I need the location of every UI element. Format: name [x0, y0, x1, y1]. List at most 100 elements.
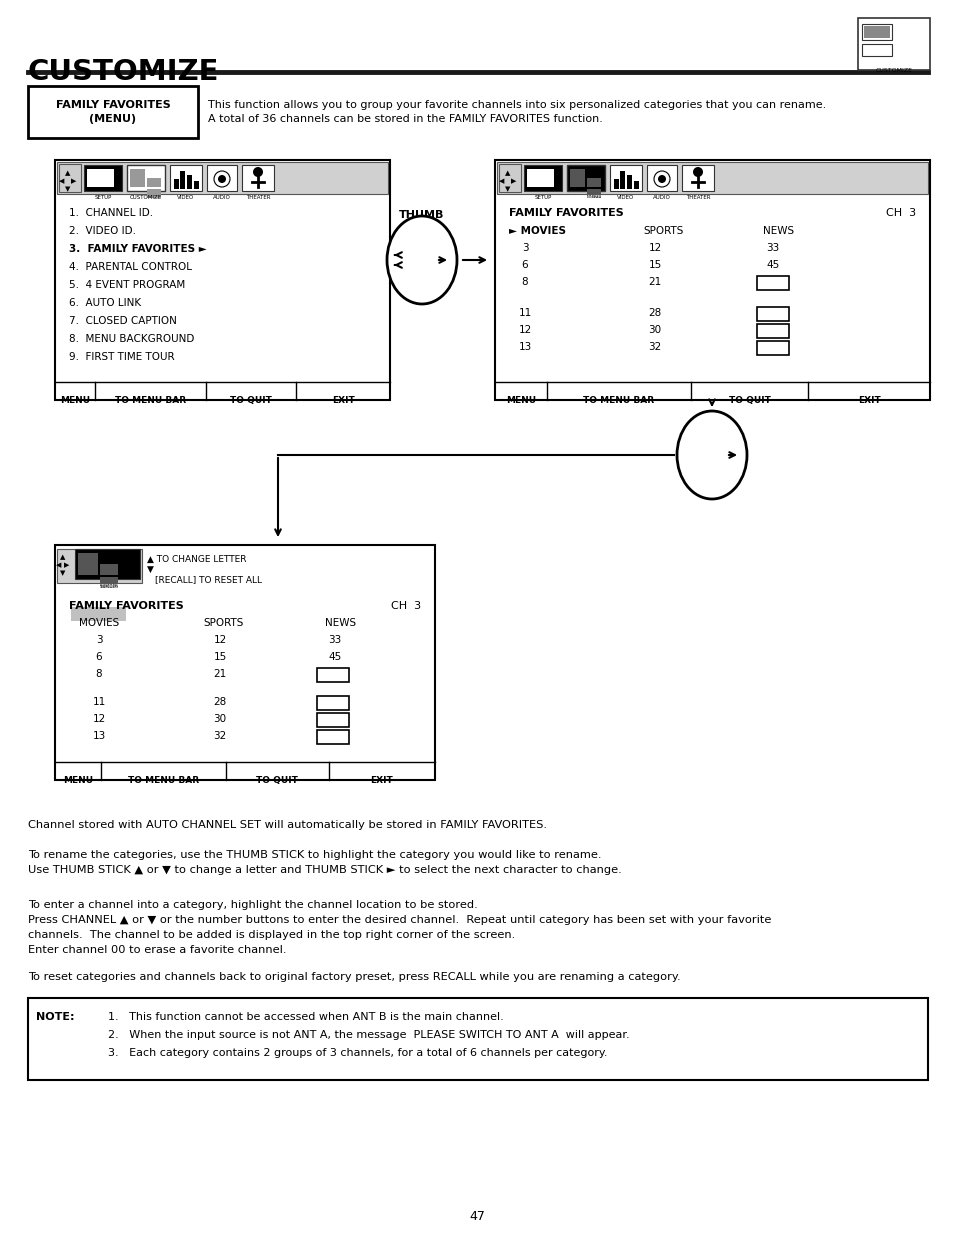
Text: ▼: ▼: [65, 186, 71, 191]
Bar: [55, 545, 435, 781]
Text: ▼: ▼: [505, 186, 510, 191]
Text: [RECALL] TO RESET ALL: [RECALL] TO RESET ALL: [154, 576, 262, 584]
Bar: [147, 178, 161, 186]
Bar: [127, 165, 165, 191]
Text: This function allows you to group your favorite channels into six personalized c: This function allows you to group your f…: [208, 100, 825, 110]
Bar: [498, 164, 520, 191]
Bar: [55, 161, 390, 400]
Text: 8: 8: [521, 277, 528, 287]
Text: ► MOVIES: ► MOVIES: [509, 226, 565, 236]
Bar: [71, 606, 126, 621]
Bar: [646, 165, 677, 191]
Bar: [193, 182, 199, 189]
Text: 8.  MENU BACKGROUND: 8. MENU BACKGROUND: [69, 333, 194, 345]
Text: Channel stored with AUTO CHANNEL SET will automatically be stored in FAMILY FAVO: Channel stored with AUTO CHANNEL SET wil…: [28, 820, 546, 830]
Bar: [207, 165, 236, 191]
Text: 21: 21: [213, 669, 227, 679]
Bar: [609, 165, 641, 191]
Text: 30: 30: [213, 714, 226, 724]
Bar: [586, 189, 600, 198]
Text: EXIT: EXIT: [332, 396, 355, 405]
Bar: [681, 165, 713, 191]
Text: 4.  PARENTAL CONTROL: 4. PARENTAL CONTROL: [69, 262, 192, 272]
Text: THUMB
STICK: THUMB STICK: [689, 420, 734, 442]
Text: CH  3: CH 3: [391, 601, 420, 611]
Text: 15: 15: [648, 261, 661, 270]
Text: ◀: ◀: [498, 178, 504, 184]
Text: channels.  The channel to be added is displayed in the top right corner of the s: channels. The channel to be added is dis…: [28, 930, 515, 940]
Text: 28: 28: [648, 308, 661, 317]
Text: NOTE:: NOTE:: [36, 1011, 74, 1023]
Text: 12: 12: [213, 635, 227, 645]
Bar: [28, 86, 198, 138]
Text: AUDIO: AUDIO: [653, 195, 670, 200]
Text: ▼: ▼: [147, 564, 153, 574]
Text: 6: 6: [95, 652, 102, 662]
Text: ▲ TO CHANGE LETTER: ▲ TO CHANGE LETTER: [147, 555, 246, 564]
Text: ▶: ▶: [511, 178, 517, 184]
Circle shape: [253, 167, 263, 177]
Text: TO QUIT: TO QUIT: [230, 396, 272, 405]
Text: Enter channel 00 to erase a favorite channel.: Enter channel 00 to erase a favorite cha…: [28, 945, 286, 955]
Bar: [316, 697, 349, 710]
Bar: [57, 162, 388, 194]
Text: FAMILY FAVORITES: FAMILY FAVORITES: [509, 207, 623, 219]
Text: CUSTOMIZE: CUSTOMIZE: [91, 584, 123, 589]
Bar: [78, 553, 98, 576]
Text: 3.   Each category contains 2 groups of 3 channels, for a total of 6 channels pe: 3. Each category contains 2 groups of 3 …: [108, 1049, 607, 1058]
Text: ▲: ▲: [65, 170, 71, 177]
Text: SPORTS: SPORTS: [203, 618, 243, 629]
Text: AUDIO: AUDIO: [213, 195, 231, 200]
Bar: [566, 165, 604, 191]
Text: 13: 13: [517, 342, 531, 352]
Circle shape: [213, 170, 230, 186]
Text: ▲: ▲: [505, 170, 510, 177]
Text: 12: 12: [92, 714, 106, 724]
Bar: [147, 189, 161, 198]
Text: 8: 8: [95, 669, 102, 679]
Bar: [862, 23, 891, 40]
Ellipse shape: [387, 216, 456, 304]
Text: CUSTOMIZE: CUSTOMIZE: [130, 195, 162, 200]
Bar: [173, 179, 179, 189]
Bar: [242, 165, 274, 191]
Bar: [130, 169, 145, 186]
Text: 3: 3: [95, 635, 102, 645]
Text: 30: 30: [648, 325, 660, 335]
Bar: [84, 165, 122, 191]
Bar: [28, 998, 927, 1079]
Bar: [862, 44, 891, 56]
Text: Use THUMB STICK ▲ or ▼ to change a letter and THUMB STICK ► to select the next c: Use THUMB STICK ▲ or ▼ to change a lette…: [28, 864, 621, 876]
Bar: [170, 165, 202, 191]
Text: 28: 28: [213, 697, 227, 706]
Circle shape: [658, 175, 665, 183]
Text: EXIT: EXIT: [370, 776, 393, 785]
Text: 11: 11: [92, 697, 106, 706]
Text: MENU: MENU: [505, 396, 536, 405]
Text: CUSTOMIZE: CUSTOMIZE: [28, 58, 219, 86]
Text: 45: 45: [765, 261, 779, 270]
Text: To enter a channel into a category, highlight the channel location to be stored.: To enter a channel into a category, high…: [28, 900, 477, 910]
Text: CUSTOMIZE: CUSTOMIZE: [875, 68, 911, 73]
Bar: [100, 577, 118, 588]
Text: 6.  AUTO LINK: 6. AUTO LINK: [69, 298, 141, 308]
Text: 45: 45: [328, 652, 341, 662]
Text: 32: 32: [648, 342, 661, 352]
Text: TO MENU BAR: TO MENU BAR: [583, 396, 654, 405]
Text: 1.  CHANNEL ID.: 1. CHANNEL ID.: [69, 207, 153, 219]
Text: TO MENU BAR: TO MENU BAR: [114, 396, 186, 405]
Text: TO QUIT: TO QUIT: [256, 776, 298, 785]
Text: 12: 12: [517, 325, 531, 335]
Text: TO MENU BAR: TO MENU BAR: [128, 776, 198, 785]
Bar: [316, 668, 349, 682]
Text: 2.  VIDEO ID.: 2. VIDEO ID.: [69, 226, 136, 236]
Bar: [586, 178, 600, 186]
Bar: [100, 564, 118, 576]
Text: ◀: ◀: [56, 562, 62, 568]
Text: VIDEO: VIDEO: [177, 195, 194, 200]
Text: EXIT: EXIT: [857, 396, 880, 405]
Text: 3.  FAMILY FAVORITES ►: 3. FAMILY FAVORITES ►: [69, 245, 207, 254]
Text: 32: 32: [213, 731, 227, 741]
Text: 33: 33: [765, 243, 779, 253]
Bar: [59, 164, 81, 191]
